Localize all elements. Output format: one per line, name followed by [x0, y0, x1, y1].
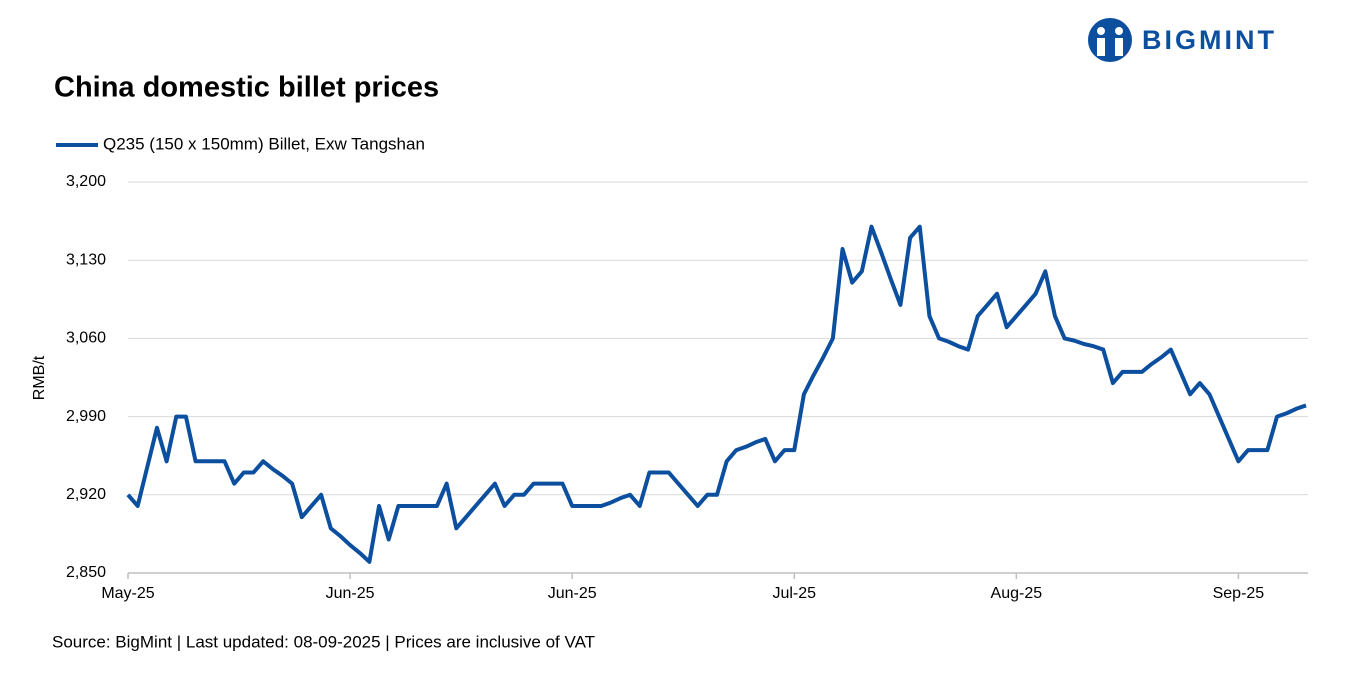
x-tick-label: Jun-25	[548, 585, 597, 602]
y-tick-label: 3,060	[66, 330, 106, 347]
logo: BIGMINT	[1088, 18, 1277, 62]
logo-icon-bar	[1115, 38, 1123, 56]
x-tick-label: Aug-25	[991, 585, 1043, 602]
source-note: Source: BigMint | Last updated: 08-09-20…	[52, 632, 595, 651]
legend-label: Q235 (150 x 150mm) Billet, Exw Tangshan	[103, 134, 425, 153]
brand: BIGMINT	[1142, 25, 1277, 55]
logo-icon	[1088, 18, 1132, 62]
x-tick-label: May-25	[101, 585, 154, 602]
logo-icon-dot	[1097, 27, 1105, 35]
y-tick-label: 3,200	[66, 173, 106, 190]
logo-icon-dot	[1115, 27, 1123, 35]
x-tick-label: Jul-25	[772, 585, 816, 602]
x-tick-label: Sep-25	[1213, 585, 1265, 602]
y-tick-label: 2,920	[66, 486, 106, 503]
y-tick-label: 2,990	[66, 408, 106, 425]
chart-title: China domestic billet prices	[54, 72, 439, 104]
y-tick-label: 3,130	[66, 251, 106, 268]
y-tick-label: 2,850	[66, 564, 106, 581]
logo-icon-bar	[1097, 38, 1105, 56]
series-line	[126, 224, 1307, 564]
y-axis-label: RMB/t	[31, 355, 48, 400]
x-tick-label: Jun-25	[326, 585, 375, 602]
